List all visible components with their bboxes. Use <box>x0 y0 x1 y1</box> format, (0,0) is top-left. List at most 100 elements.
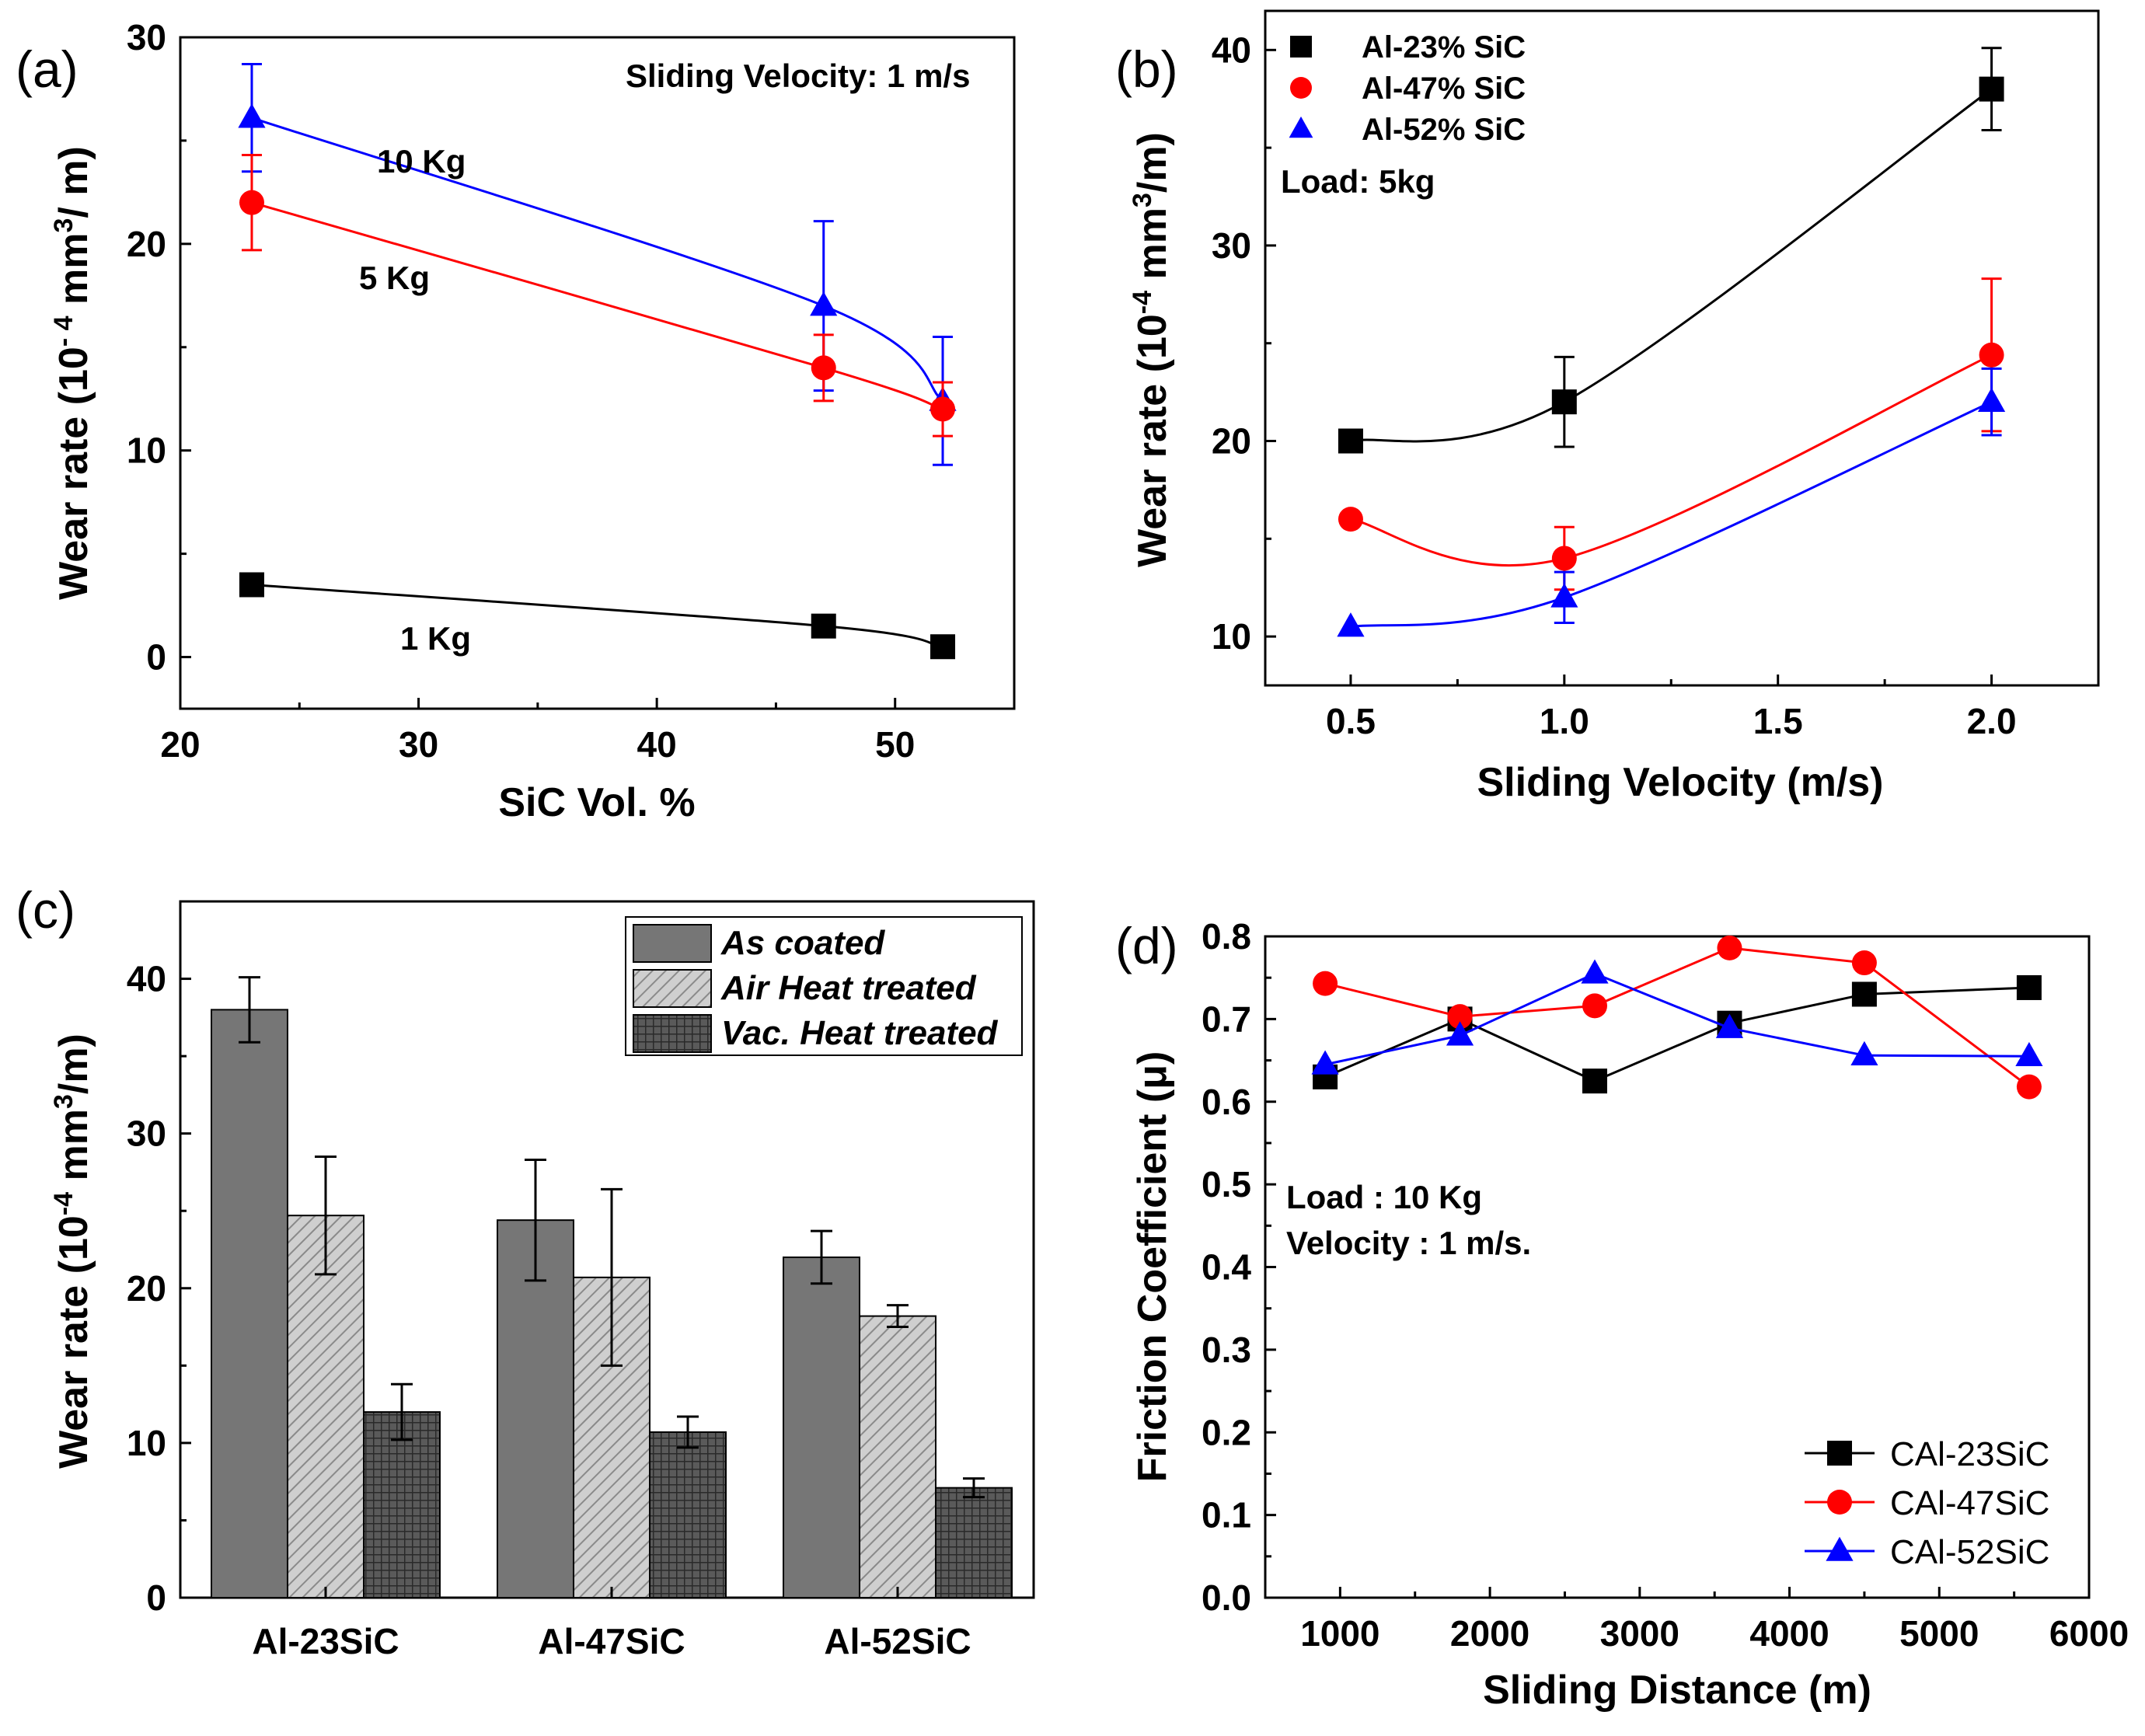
curve-label-1kg: 1 Kg <box>400 620 471 657</box>
legend-marker-b-2 <box>1289 116 1313 138</box>
y-axis-label-a: Wear rate (10- 4 mm3/ m) <box>49 146 96 600</box>
data-point-d-2 <box>1311 1050 1339 1075</box>
annotation-d-line2: Velocity : 1 m/s. <box>1286 1225 1531 1261</box>
data-point-b-2 <box>1337 612 1365 637</box>
bar-2-0 <box>783 1256 860 1598</box>
data-point-b-1 <box>1338 507 1363 532</box>
legend-label-b-1: Al-47% SiC <box>1362 71 1526 106</box>
legend-label-d-0: CAl-23SiC <box>1890 1435 2049 1473</box>
data-point-b-2 <box>1550 583 1578 608</box>
x-axis-label-d: Sliding Distance (m) <box>1483 1668 1871 1713</box>
series-line-a-0 <box>251 117 943 403</box>
data-point-b-0 <box>1979 76 2004 102</box>
annotation-b: Load: 5kg <box>1281 163 1435 200</box>
legend-label-d-2: CAl-52SiC <box>1890 1533 2049 1571</box>
curve-label-10kg: 10 Kg <box>377 143 466 180</box>
data-point-d-1 <box>1851 950 1877 976</box>
data-point-b-2 <box>1977 387 2006 412</box>
data-point-b-0 <box>1338 428 1363 454</box>
legend-marker-b-0 <box>1290 36 1312 58</box>
data-point-a-0 <box>238 103 266 128</box>
x-tick-label-d: 6000 <box>2049 1613 2129 1654</box>
y-tick-label-b: 40 <box>1212 30 1251 70</box>
legend-swatch-c-1 <box>633 969 712 1008</box>
y-tick-label-d: 0.4 <box>1202 1247 1251 1288</box>
y-tick-label-a: 0 <box>146 637 166 678</box>
x-tick-label-a: 30 <box>399 724 438 765</box>
y-tick-label-c: 0 <box>146 1577 166 1618</box>
panel-label-c: (c) <box>16 881 75 939</box>
y-tick-label-d: 0.5 <box>1202 1164 1251 1204</box>
series-line-b-1 <box>1350 354 1993 567</box>
data-point-d-1 <box>1313 971 1338 996</box>
panel-label-a: (a) <box>16 40 78 98</box>
x-axis-label-a: SiC Vol. % <box>498 780 695 825</box>
x-tick-label-d: 1000 <box>1300 1613 1379 1654</box>
series-line-a-1 <box>251 201 943 410</box>
data-point-a-0 <box>810 291 838 316</box>
legend-label-c-1: Air Heat treated <box>720 969 977 1007</box>
y-axis-label-b: Wear rate (10-4 mm3/m) <box>1128 132 1175 567</box>
data-point-d-1 <box>1582 993 1607 1019</box>
legend-marker-d-1 <box>1827 1490 1852 1515</box>
data-point-a-2 <box>930 634 956 660</box>
bar-0-0 <box>211 1009 288 1598</box>
x-tick-label-d: 2000 <box>1450 1613 1529 1654</box>
data-point-b-0 <box>1551 389 1577 415</box>
annotation-a: Sliding Velocity: 1 m/s <box>626 58 970 94</box>
x-tick-label-b: 1.0 <box>1540 701 1589 741</box>
x-tick-label-c-0: Al-23SiC <box>252 1621 399 1661</box>
x-tick-label-d: 4000 <box>1749 1613 1829 1654</box>
y-tick-label-d: 0.8 <box>1202 916 1251 957</box>
y-tick-label-d: 0.7 <box>1202 999 1251 1039</box>
plot-frame-a <box>179 36 1016 710</box>
series-line-d-2 <box>1324 972 2029 1066</box>
y-axis-label-d: Friction Coefficient (μ) <box>1130 1051 1175 1483</box>
curve-label-5kg: 5 Kg <box>359 260 430 296</box>
data-point-a-1 <box>239 190 264 215</box>
legend-marker-b-1 <box>1290 77 1312 99</box>
y-tick-label-b: 20 <box>1212 421 1251 462</box>
y-tick-label-d: 0.2 <box>1202 1412 1251 1452</box>
bar-2-1 <box>859 1315 936 1599</box>
legend-label-b-2: Al-52% SiC <box>1362 113 1526 147</box>
series-line-d-0 <box>1324 986 2029 1082</box>
legend-label-b-0: Al-23% SiC <box>1362 30 1526 64</box>
panel-label-d: (d) <box>1115 917 1178 974</box>
x-tick-label-a: 20 <box>160 724 200 765</box>
data-point-d-2 <box>1715 1013 1744 1038</box>
x-tick-label-d: 3000 <box>1600 1613 1679 1654</box>
data-point-a-1 <box>930 396 956 422</box>
bar-2-2 <box>935 1487 1013 1598</box>
x-tick-label-b: 0.5 <box>1326 701 1376 741</box>
data-point-a-2 <box>811 613 836 639</box>
chart-layer: 20 30 40 50 0 10 20 30 (a) Sliding Velocity: 1 m/… <box>16 9 2129 1713</box>
y-tick-label-c: 30 <box>127 1114 166 1154</box>
y-tick-label-d: 0.6 <box>1202 1082 1251 1122</box>
annotation-d-line1: Load : 10 Kg <box>1286 1179 1482 1215</box>
x-tick-label-c-1: Al-47SiC <box>538 1621 685 1661</box>
x-axis-label-b: Sliding Velocity (m/s) <box>1477 760 1884 805</box>
data-point-a-1 <box>811 355 836 381</box>
data-point-d-2 <box>1446 1021 1474 1046</box>
y-tick-label-b: 10 <box>1212 616 1251 657</box>
data-point-d-0 <box>2016 974 2042 1000</box>
x-tick-label-c-2: Al-52SiC <box>824 1621 971 1661</box>
bar-1-2 <box>649 1431 727 1599</box>
data-point-d-2 <box>1850 1041 1878 1065</box>
series-line-d-1 <box>1324 946 2030 1088</box>
x-tick-label-d: 5000 <box>1899 1613 1979 1654</box>
data-point-d-2 <box>2015 1041 2043 1067</box>
bar-0-2 <box>363 1411 441 1598</box>
legend-label-c-2: Vac. Heat treated <box>721 1014 999 1052</box>
legend-label-c-0: As coated <box>720 924 885 962</box>
panel-label-b: (b) <box>1115 40 1178 98</box>
y-tick-label-a: 10 <box>127 431 166 471</box>
legend-label-d-1: CAl-47SiC <box>1890 1484 2049 1522</box>
data-point-d-0 <box>1582 1068 1607 1094</box>
data-point-d-1 <box>2016 1074 2042 1100</box>
legend-swatch-c-2 <box>633 1014 712 1053</box>
data-point-d-1 <box>1717 935 1742 960</box>
y-tick-label-c: 40 <box>127 959 166 999</box>
